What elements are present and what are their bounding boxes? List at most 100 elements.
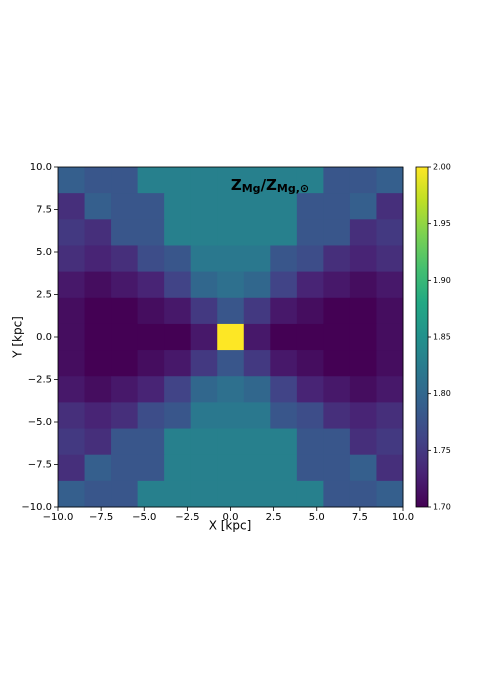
heatmap-cell [84, 167, 112, 194]
heatmap-cell [217, 297, 245, 325]
y-tick-label: −5.0 [28, 417, 52, 428]
heatmap-cell [190, 297, 218, 325]
heatmap-cell [323, 428, 351, 456]
heatmap-cell [323, 480, 351, 508]
heatmap-cell [137, 245, 165, 273]
heatmap-cell [349, 193, 377, 220]
title-part: Mg,⊙ [277, 182, 309, 195]
y-tick-label: −10.0 [21, 502, 52, 513]
heatmap-cell [323, 193, 351, 220]
heatmap-cell [243, 323, 271, 351]
heatmap-cell [243, 350, 271, 377]
x-tick-label: −5.0 [132, 512, 156, 523]
heatmap-cell [296, 376, 324, 403]
heatmap-cell [270, 428, 298, 456]
heatmap-cell [296, 167, 324, 194]
heatmap-cell [243, 271, 271, 299]
heatmap-cell [217, 167, 245, 194]
heatmap-cell [164, 193, 192, 220]
heatmap-cell [243, 193, 271, 220]
x-axis-label: X [kpc] [209, 519, 252, 533]
heatmap-cell [58, 297, 86, 325]
x-tick-label: −2.5 [175, 512, 199, 523]
heatmap-cell [243, 402, 271, 430]
heatmap-cell [164, 376, 192, 403]
heatmap-cell [349, 245, 377, 273]
heatmap-cell [296, 323, 324, 351]
heatmap-cell [58, 428, 86, 456]
heatmap-cell [58, 480, 86, 508]
heatmap-cell [84, 454, 112, 482]
x-tick-label: 5.0 [309, 512, 325, 523]
colorbar-tick-label: 1.80 [433, 389, 451, 398]
heatmap-cell [376, 402, 404, 430]
heatmap-cell [190, 271, 218, 299]
heatmap-cell [217, 245, 245, 273]
heatmap-cell [376, 323, 404, 351]
x-tick-label: 2.5 [266, 512, 282, 523]
heatmap-cell [217, 480, 245, 508]
heatmap-cell [190, 376, 218, 403]
heatmap-cell [376, 167, 404, 194]
heatmap-cell [84, 428, 112, 456]
heatmap-cell [323, 402, 351, 430]
colorbar-tick-label: 2.00 [433, 163, 451, 172]
x-tick-label: 7.5 [352, 512, 368, 523]
heatmap-cell [296, 402, 324, 430]
heatmap-cell [111, 219, 139, 246]
heatmap-cell [84, 245, 112, 273]
x-tick-label: −10.0 [43, 512, 74, 523]
heatmap-cell [376, 428, 404, 456]
heatmap-cell [84, 402, 112, 430]
title-part: Z [231, 176, 242, 194]
colorbar-tick-label: 1.70 [433, 503, 451, 512]
heatmap-cell [190, 167, 218, 194]
heatmap-cell [164, 323, 192, 351]
y-tick-label: 5.0 [36, 247, 52, 258]
heatmap-cell [217, 376, 245, 403]
y-tick-label: 2.5 [36, 290, 52, 301]
heatmap-cell [190, 480, 218, 508]
y-tick-label: 0.0 [36, 332, 52, 343]
heatmap-cell [376, 297, 404, 325]
heatmap-cell [84, 193, 112, 220]
heatmap-cell [323, 297, 351, 325]
heatmap-cell [190, 323, 218, 351]
heatmap-cell [137, 350, 165, 377]
heatmap-cell [111, 480, 139, 508]
heatmap-cell [137, 376, 165, 403]
heatmap-cell [323, 323, 351, 351]
chart-title: ZMg/ZMg,⊙ [231, 176, 309, 196]
x-tick-label: 0.0 [223, 512, 239, 523]
heatmap-cell [243, 297, 271, 325]
heatmap-cell [137, 167, 165, 194]
heatmap-cell [376, 480, 404, 508]
heatmap-cell [164, 428, 192, 456]
heatmap-cell [137, 323, 165, 351]
heatmap-cell [164, 219, 192, 246]
heatmap-cell [217, 193, 245, 220]
heatmap-cell [164, 454, 192, 482]
heatmap-cell [270, 193, 298, 220]
title-part: Mg [242, 182, 261, 195]
heatmap-cell [111, 271, 139, 299]
heatmap-cell [349, 350, 377, 377]
heatmap-cell [243, 480, 271, 508]
heatmap-cell [349, 480, 377, 508]
heatmap-cell [376, 245, 404, 273]
heatmap-cell [296, 297, 324, 325]
colorbar-tick-label: 1.90 [433, 276, 451, 285]
heatmap-cell [84, 350, 112, 377]
heatmap-cell [164, 245, 192, 273]
heatmap-cell [84, 297, 112, 325]
heatmap-cell [190, 402, 218, 430]
heatmap-cell [58, 402, 86, 430]
heatmap-cell [111, 454, 139, 482]
y-tick-label: −7.5 [28, 460, 52, 471]
heatmap-cell [349, 428, 377, 456]
colorbar [415, 166, 429, 508]
heatmap-cell [243, 245, 271, 273]
heatmap-cell [137, 193, 165, 220]
colorbar-tick-label: 1.95 [433, 219, 451, 228]
